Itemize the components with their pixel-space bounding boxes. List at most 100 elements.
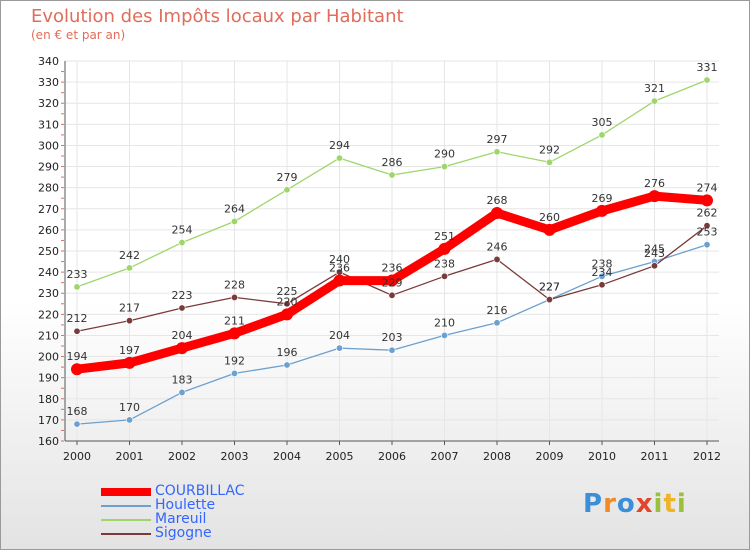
data-label-courbillac: 211 (224, 314, 245, 327)
point-mareuil (388, 171, 396, 179)
x-tick-label: 2007 (431, 450, 459, 463)
point-houlette (703, 241, 711, 249)
data-label-sigogne: 225 (277, 285, 298, 298)
point-mareuil (650, 97, 658, 105)
data-label-courbillac: 274 (697, 181, 718, 194)
chart-subtitle: (en € et par an) (31, 28, 126, 42)
data-label-courbillac: 220 (277, 295, 298, 308)
point-houlette (73, 420, 81, 428)
legend-swatch-sigogne (101, 533, 151, 535)
point-mareuil (231, 217, 239, 225)
y-tick-label: 280 (38, 182, 59, 195)
point-courbillac (333, 274, 346, 287)
point-sigogne (440, 272, 448, 280)
data-label-houlette: 192 (224, 354, 245, 367)
data-label-mareuil: 321 (644, 82, 665, 95)
data-label-houlette: 216 (487, 304, 508, 317)
x-tick-label: 2010 (588, 450, 616, 463)
point-houlette (440, 331, 448, 339)
logo-letter: r (603, 489, 617, 519)
point-courbillac (281, 308, 293, 321)
point-sigogne (545, 296, 553, 304)
point-courbillac (491, 207, 503, 219)
y-tick-label: 310 (38, 118, 59, 131)
data-label-mareuil: 294 (329, 139, 350, 152)
x-tick-label: 2001 (116, 450, 144, 463)
data-label-houlette: 238 (592, 257, 613, 270)
data-label-houlette: 210 (434, 316, 455, 329)
data-label-houlette: 170 (119, 401, 140, 414)
y-tick-label: 270 (38, 203, 59, 216)
logo-letter: P (583, 489, 604, 519)
y-tick-label: 330 (38, 76, 59, 89)
point-houlette (335, 344, 343, 352)
point-sigogne (493, 255, 501, 263)
y-tick-label: 290 (38, 161, 59, 174)
data-label-mareuil: 264 (224, 202, 245, 215)
x-tick-label: 2004 (273, 450, 301, 463)
point-courbillac (123, 356, 136, 369)
proxiti-logo: Proxiti (583, 489, 687, 519)
y-tick-label: 240 (38, 266, 59, 279)
y-tick-label: 320 (38, 97, 59, 110)
legend-label-mareuil: Mareuil (155, 511, 207, 527)
y-tick-label: 160 (38, 435, 59, 448)
data-label-courbillac: 260 (539, 211, 560, 224)
y-tick-label: 170 (38, 414, 59, 427)
data-label-courbillac: 276 (644, 177, 665, 190)
point-courbillac (701, 194, 713, 207)
point-courbillac (386, 274, 398, 287)
data-label-courbillac: 204 (172, 329, 193, 342)
point-sigogne (231, 293, 239, 301)
data-label-houlette: 203 (382, 331, 403, 344)
legend-label-houlette: Houlette (155, 497, 216, 513)
x-tick-label: 2009 (536, 450, 564, 463)
point-sigogne (388, 291, 396, 299)
data-label-courbillac: 197 (119, 344, 140, 357)
data-label-mareuil: 279 (277, 171, 298, 184)
point-courbillac (438, 242, 451, 255)
data-label-sigogne: 229 (382, 276, 403, 289)
x-tick-label: 2003 (221, 450, 249, 463)
point-mareuil (493, 148, 501, 156)
point-mareuil (440, 163, 448, 171)
point-houlette (598, 272, 606, 280)
data-label-courbillac: 236 (329, 262, 350, 275)
point-mareuil (126, 264, 134, 272)
data-label-courbillac: 268 (487, 194, 508, 207)
point-houlette (283, 361, 291, 369)
point-sigogne (126, 317, 134, 325)
y-tick-label: 230 (38, 287, 59, 300)
data-labels: 168 170 183 192 196 204 203 210 216 227 238 245 253 2… (67, 61, 718, 418)
point-houlette (126, 416, 134, 424)
point-mareuil (178, 239, 186, 247)
data-label-sigogne: 240 (329, 253, 350, 266)
y-tick-label: 190 (38, 372, 59, 385)
data-label-mareuil: 331 (697, 61, 718, 74)
point-sigogne (178, 304, 186, 312)
logo-letter: i (676, 489, 687, 519)
grid (65, 60, 719, 442)
data-label-sigogne: 243 (644, 247, 665, 260)
x-tick-label: 2005 (326, 450, 354, 463)
point-mareuil (545, 158, 553, 166)
point-courbillac (648, 190, 661, 203)
data-label-sigogne: 223 (172, 289, 193, 302)
point-houlette (231, 369, 239, 377)
y-tick-label: 300 (38, 139, 59, 152)
data-label-mareuil: 233 (67, 268, 88, 281)
data-label-mareuil: 286 (382, 156, 403, 169)
data-label-houlette: 196 (277, 346, 298, 359)
point-sigogne (73, 327, 81, 335)
point-houlette (493, 319, 501, 327)
x-tick-label: 2008 (483, 450, 511, 463)
data-label-sigogne: 238 (434, 257, 455, 270)
data-label-sigogne: 228 (224, 278, 245, 291)
point-sigogne (650, 262, 658, 270)
x-tick-label: 2006 (378, 450, 406, 463)
data-label-courbillac: 194 (67, 350, 88, 363)
logo-letter: i (653, 489, 664, 519)
y-tick-label: 260 (38, 224, 59, 237)
legend-swatch-mareuil (101, 519, 151, 521)
